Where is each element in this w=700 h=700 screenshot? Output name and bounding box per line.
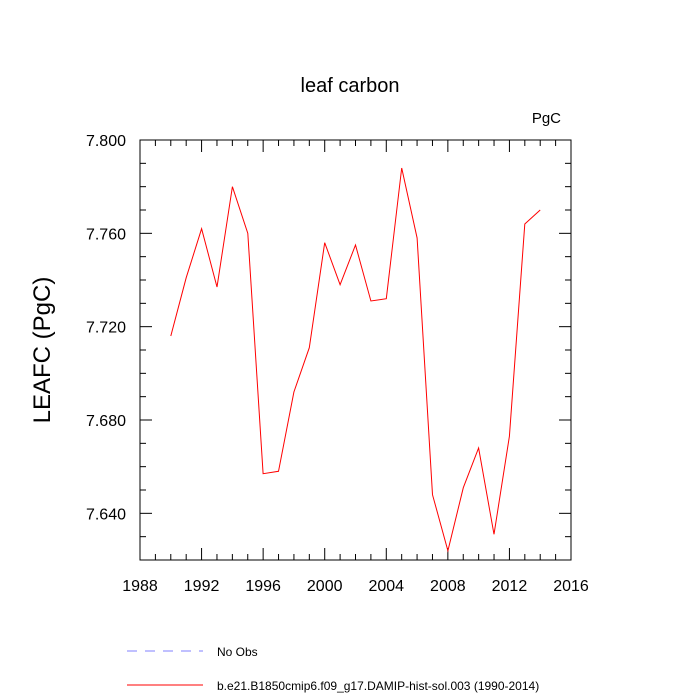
series-line-0 xyxy=(170,167,541,553)
plot-frame xyxy=(139,139,572,561)
x-tick-label-2008: 2008 xyxy=(430,578,466,595)
y-tick-label-7.680: 7.680 xyxy=(86,413,126,430)
x-tick-label-2012: 2012 xyxy=(492,578,528,595)
y-tick-label-7.800: 7.800 xyxy=(86,133,126,150)
legend-label-model: b.e21.B1850cmip6.f09_g17.DAMIP-hist-sol.… xyxy=(217,679,539,693)
x-tick-label-2004: 2004 xyxy=(368,578,404,595)
x-tick-label-1996: 1996 xyxy=(245,578,281,595)
x-tick-label-2000: 2000 xyxy=(307,578,343,595)
plot-series xyxy=(170,167,541,553)
y-tick-label-7.760: 7.760 xyxy=(86,226,126,243)
y-axis-label: LEAFC (PgC) xyxy=(29,277,56,424)
axis-ticks xyxy=(139,139,572,561)
axis-tick-labels: 1988 1992 1996 2000 2004 2008 2012 2016 7.640 7.6… xyxy=(86,133,589,595)
y-tick-label-7.640: 7.640 xyxy=(86,506,126,523)
x-tick-label-2016: 2016 xyxy=(553,578,589,595)
y-tick-label-7.720: 7.720 xyxy=(86,320,126,337)
x-tick-label-1988: 1988 xyxy=(122,578,158,595)
units-label: PgC xyxy=(532,110,561,127)
chart-title: leaf carbon xyxy=(301,75,400,97)
legend: No Obs b.e21.B1850cmip6.f09_g17.DAMIP-hi… xyxy=(127,645,539,693)
legend-label-no-obs: No Obs xyxy=(217,645,258,659)
x-tick-label-1992: 1992 xyxy=(184,578,220,595)
